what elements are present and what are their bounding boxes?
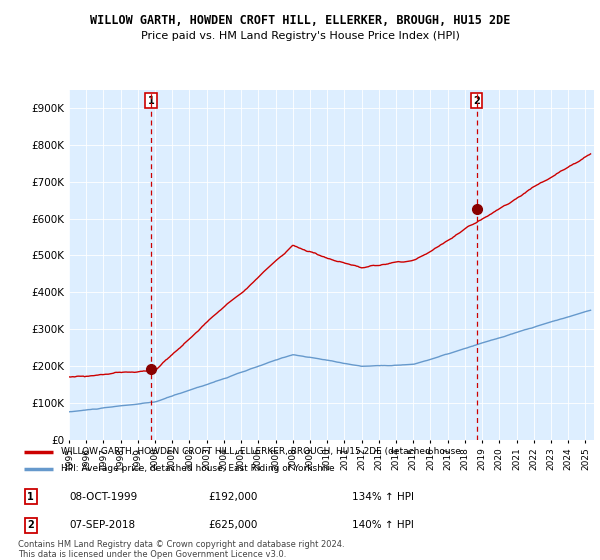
Text: 07-SEP-2018: 07-SEP-2018 <box>70 520 136 530</box>
Text: 08-OCT-1999: 08-OCT-1999 <box>70 492 138 502</box>
Text: 1: 1 <box>27 492 34 502</box>
Text: 134% ↑ HPI: 134% ↑ HPI <box>352 492 414 502</box>
Text: Contains HM Land Registry data © Crown copyright and database right 2024.
This d: Contains HM Land Registry data © Crown c… <box>18 540 344 559</box>
Text: £625,000: £625,000 <box>208 520 257 530</box>
Text: Price paid vs. HM Land Registry's House Price Index (HPI): Price paid vs. HM Land Registry's House … <box>140 31 460 41</box>
Text: HPI: Average price, detached house, East Riding of Yorkshire: HPI: Average price, detached house, East… <box>61 464 335 473</box>
Text: WILLOW GARTH, HOWDEN CROFT HILL, ELLERKER, BROUGH, HU15 2DE: WILLOW GARTH, HOWDEN CROFT HILL, ELLERKE… <box>90 14 510 27</box>
Text: WILLOW GARTH, HOWDEN CROFT HILL, ELLERKER, BROUGH, HU15 2DE (detached house: WILLOW GARTH, HOWDEN CROFT HILL, ELLERKE… <box>61 447 461 456</box>
Text: 2: 2 <box>27 520 34 530</box>
Text: £192,000: £192,000 <box>208 492 257 502</box>
Text: 1: 1 <box>148 96 154 106</box>
Text: 140% ↑ HPI: 140% ↑ HPI <box>352 520 414 530</box>
Text: 2: 2 <box>473 96 480 106</box>
